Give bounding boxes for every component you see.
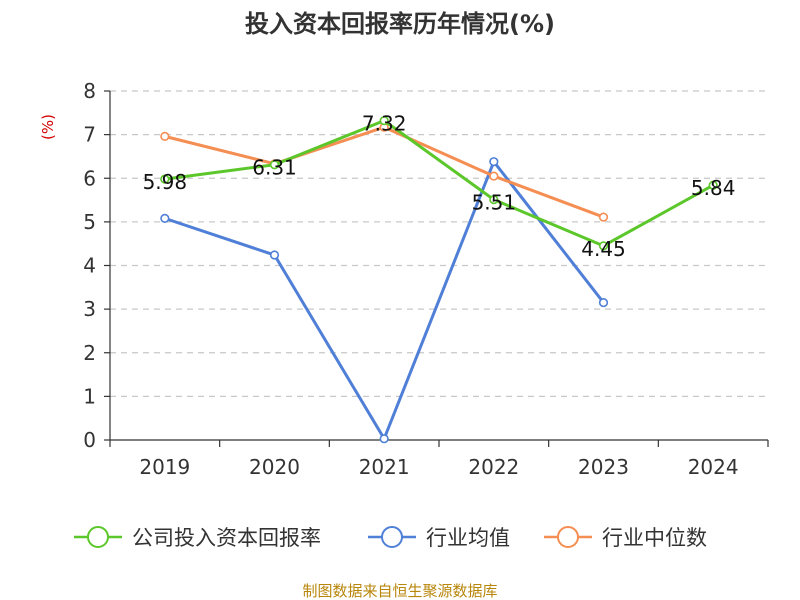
x-tick-label: 2019 (139, 455, 190, 479)
data-point (160, 131, 170, 141)
legend: 公司投入资本回报率 行业均值 行业中位数 (74, 526, 707, 550)
series-line-2 (164, 125, 605, 219)
legend-label: 公司投入资本回报率 (132, 526, 321, 550)
data-point (379, 434, 389, 444)
series-line-0 (164, 119, 714, 248)
data-point (160, 174, 170, 184)
chart-title: 投入资本回报率历年情况(%) (245, 10, 555, 38)
y-tick-label: 8 (83, 79, 96, 103)
series-lines (160, 116, 718, 444)
data-labels: 5.98 6.31 7.32 5.51 4.45 5.84 (143, 112, 736, 261)
data-point (160, 213, 170, 223)
data-label: 5.98 (143, 170, 188, 194)
axes: 0 1 2 3 4 5 6 7 8 2019 2020 2021 2022 2023 2024 (83, 79, 769, 479)
series-line-1 (164, 160, 605, 441)
y-tick-label: 0 (83, 428, 96, 452)
data-point (598, 212, 609, 222)
y-tick-label: 4 (83, 254, 96, 278)
gridlines (110, 90, 768, 397)
data-point (269, 160, 280, 170)
x-tick-label: 2022 (468, 455, 519, 479)
data-point (489, 157, 499, 167)
y-tick-label: 2 (83, 341, 96, 365)
data-label: 6.31 (252, 156, 297, 180)
y-axis-label: (%) (39, 114, 57, 140)
source-note: 制图数据来自恒生聚源数据库 (302, 582, 497, 600)
y-tick-label: 6 (83, 166, 96, 190)
data-point (379, 116, 389, 126)
y-tick-label: 7 (83, 123, 96, 147)
y-tick-label: 3 (83, 297, 96, 321)
data-label: 4.45 (581, 237, 626, 261)
data-point (489, 195, 499, 205)
data-point (269, 250, 280, 260)
legend-label: 行业中位数 (602, 526, 707, 550)
data-point (708, 180, 718, 190)
x-tick-label: 2020 (249, 455, 300, 479)
data-point (489, 171, 499, 181)
legend-marker (87, 526, 109, 548)
data-label: 7.32 (362, 112, 407, 136)
data-point (598, 241, 609, 251)
x-tick-label: 2023 (578, 455, 629, 479)
legend-label: 行业均值 (426, 526, 510, 550)
legend-marker (557, 526, 579, 548)
data-label: 5.84 (691, 176, 736, 200)
legend-marker (381, 526, 403, 548)
x-tick-label: 2024 (688, 455, 739, 479)
y-tick-label: 5 (83, 210, 96, 234)
y-tick-label: 1 (83, 384, 96, 408)
data-label: 5.51 (472, 191, 517, 215)
x-tick-label: 2021 (359, 455, 410, 479)
data-point (598, 297, 609, 308)
